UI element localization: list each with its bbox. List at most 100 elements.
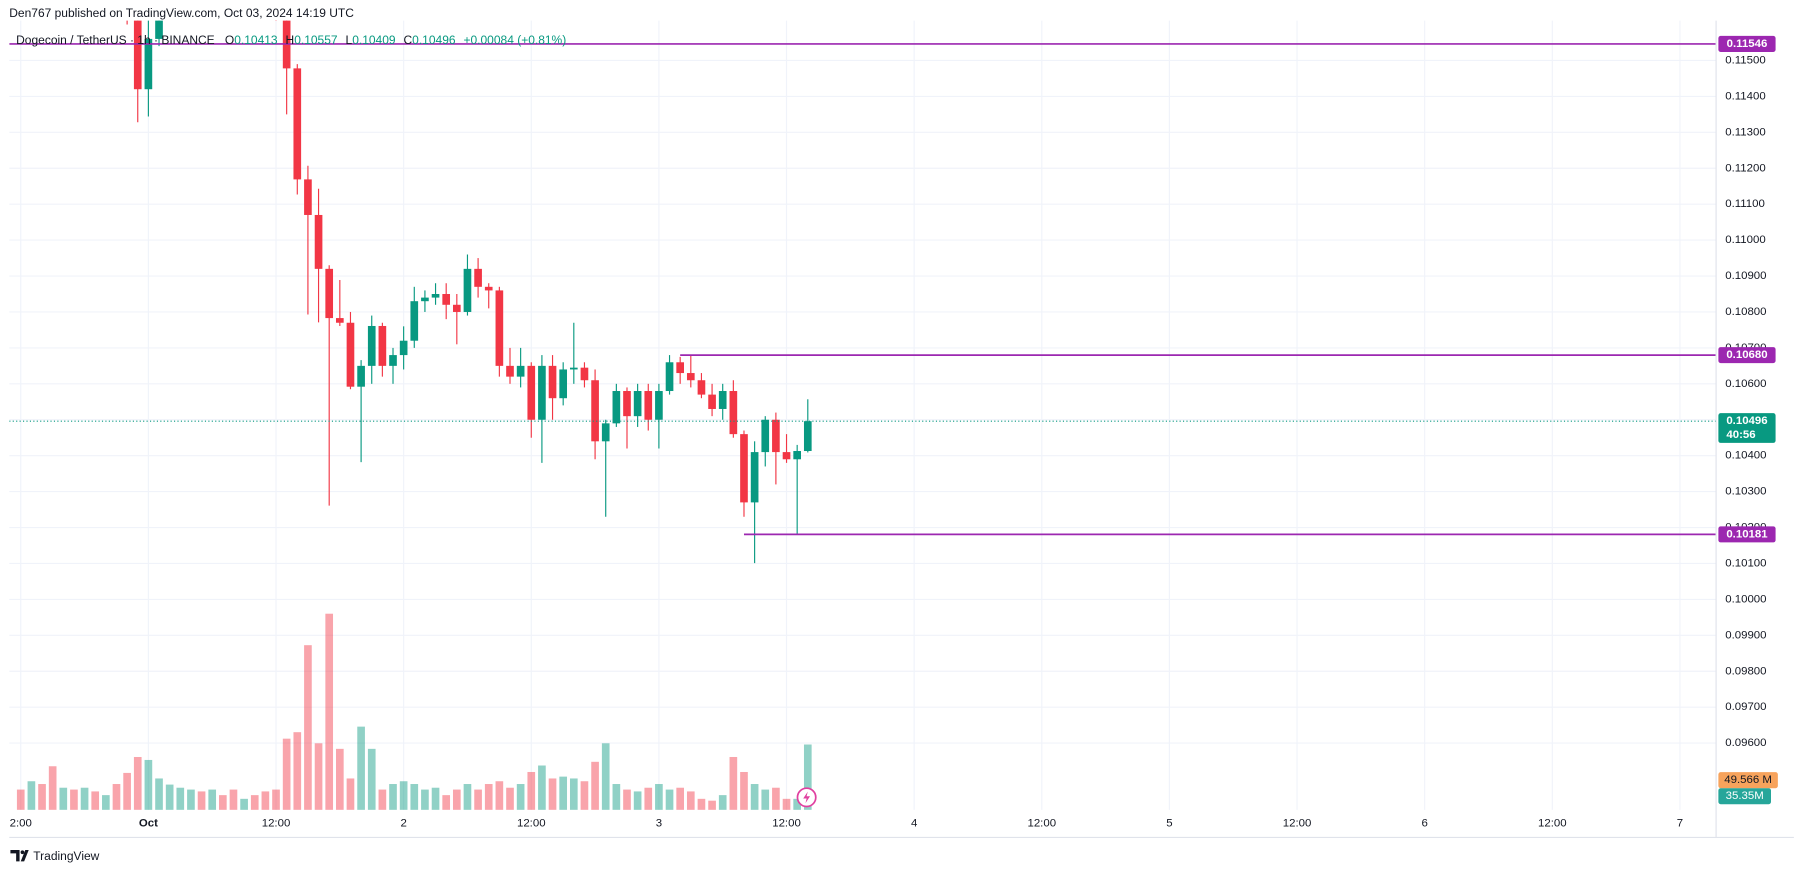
candle-body bbox=[612, 391, 621, 424]
volume-bar bbox=[367, 748, 376, 810]
candle-body bbox=[697, 380, 706, 395]
y-tick-label: 0.09600 bbox=[1725, 737, 1766, 749]
x-tick-label: Oct bbox=[139, 818, 158, 830]
alert-icon bbox=[796, 787, 817, 808]
candle-body bbox=[750, 452, 759, 503]
volume-bar bbox=[569, 778, 578, 810]
candle-body bbox=[442, 294, 451, 305]
countdown: 40:56 bbox=[1726, 429, 1755, 441]
volume-bar bbox=[378, 789, 387, 810]
x-tick-label: 12:00 bbox=[1538, 818, 1567, 830]
volume-bar bbox=[155, 778, 163, 810]
volume-bar bbox=[144, 759, 153, 810]
candle-body bbox=[357, 365, 365, 387]
volume-bar bbox=[527, 771, 536, 810]
volume-bar bbox=[686, 791, 695, 810]
candle-body bbox=[708, 394, 716, 409]
candle-body bbox=[144, 38, 153, 90]
y-tick-label: 0.10800 bbox=[1725, 306, 1766, 318]
volume-bar bbox=[431, 787, 440, 810]
y-tick-label: 0.09900 bbox=[1725, 629, 1766, 641]
x-tick-label: 12:00 bbox=[1283, 818, 1312, 830]
candle-body bbox=[655, 391, 663, 420]
volume-bar bbox=[38, 784, 46, 810]
candle-body bbox=[506, 365, 514, 377]
volume-bar bbox=[272, 789, 280, 810]
candle-body bbox=[367, 325, 376, 366]
volume-bar bbox=[655, 784, 663, 810]
level-label: 0.10181 bbox=[1726, 528, 1768, 540]
volume-bar bbox=[729, 756, 738, 810]
candle-body bbox=[431, 294, 440, 298]
x-tick-label: 12:00 bbox=[517, 818, 546, 830]
y-tick-label: 0.10400 bbox=[1725, 450, 1766, 462]
y-tick-label: 0.10300 bbox=[1725, 486, 1766, 498]
brand-logo bbox=[10, 849, 29, 862]
candle-body bbox=[155, 20, 163, 39]
volume-bar bbox=[102, 795, 110, 810]
volume-bar bbox=[336, 748, 344, 810]
volume-bar bbox=[665, 789, 674, 810]
candle-body bbox=[336, 318, 344, 323]
candle-body bbox=[633, 391, 642, 417]
candle-body bbox=[389, 355, 397, 366]
candle-body bbox=[474, 268, 482, 287]
volume-bar bbox=[357, 726, 365, 810]
volume-bar bbox=[559, 776, 568, 810]
candle-body bbox=[793, 451, 801, 460]
volume-bar bbox=[708, 800, 716, 810]
volume-bar bbox=[516, 784, 525, 810]
volume-bar bbox=[389, 784, 397, 810]
ohlc-letter: L bbox=[346, 33, 353, 47]
volume-bar bbox=[538, 765, 546, 810]
volume-bar bbox=[463, 784, 472, 810]
candle-body bbox=[410, 301, 419, 341]
volume-ma-badge bbox=[1718, 772, 1778, 789]
level-label: 0.11546 bbox=[1727, 38, 1768, 50]
y-tick-label: 0.10600 bbox=[1725, 378, 1766, 390]
volume-bar bbox=[612, 784, 621, 810]
volume-bar bbox=[803, 744, 812, 810]
volume-bar bbox=[176, 787, 185, 810]
volume-bar bbox=[793, 798, 801, 810]
volume-bar bbox=[484, 784, 493, 810]
candle-body bbox=[378, 325, 387, 366]
candle-body bbox=[133, 20, 142, 90]
volume-bar bbox=[208, 789, 217, 810]
candle-body bbox=[740, 434, 748, 503]
candle-body bbox=[495, 290, 504, 366]
volume-bar bbox=[633, 791, 642, 810]
volume-bar bbox=[325, 613, 334, 810]
volume-bar bbox=[772, 787, 780, 810]
volume-bar bbox=[750, 784, 759, 810]
candle-body bbox=[527, 365, 536, 420]
candle-body bbox=[686, 373, 695, 381]
volume-bar bbox=[676, 787, 685, 810]
volume-bar bbox=[59, 787, 68, 810]
volume-bar bbox=[133, 756, 142, 810]
volume-bar bbox=[165, 784, 174, 810]
change: +0.00084 (+0.81%) bbox=[463, 33, 566, 47]
volume-bar bbox=[282, 738, 291, 810]
volume-bar bbox=[70, 789, 78, 810]
candle-body bbox=[601, 423, 610, 442]
volume-bar bbox=[399, 781, 408, 810]
volume-bar bbox=[718, 795, 727, 810]
open-value: 0.10413 bbox=[234, 33, 278, 47]
volume-bar bbox=[495, 781, 504, 810]
volume-bar bbox=[442, 795, 451, 810]
brand-name: TradingView bbox=[33, 849, 99, 863]
y-tick-label: 0.09700 bbox=[1725, 701, 1766, 713]
volume-badge bbox=[1718, 788, 1771, 805]
x-tick-label: 6 bbox=[1421, 818, 1427, 830]
y-tick-label: 0.10000 bbox=[1725, 593, 1766, 605]
candle-body bbox=[399, 340, 408, 356]
candle-body bbox=[623, 391, 631, 417]
volume-bar bbox=[421, 789, 429, 810]
candle-body bbox=[591, 380, 599, 442]
volume-bar bbox=[112, 784, 121, 810]
y-tick-label: 0.11200 bbox=[1725, 162, 1765, 174]
x-tick-label: 3 bbox=[656, 818, 662, 830]
volume-bar bbox=[644, 787, 653, 810]
volume-bar bbox=[16, 789, 25, 810]
